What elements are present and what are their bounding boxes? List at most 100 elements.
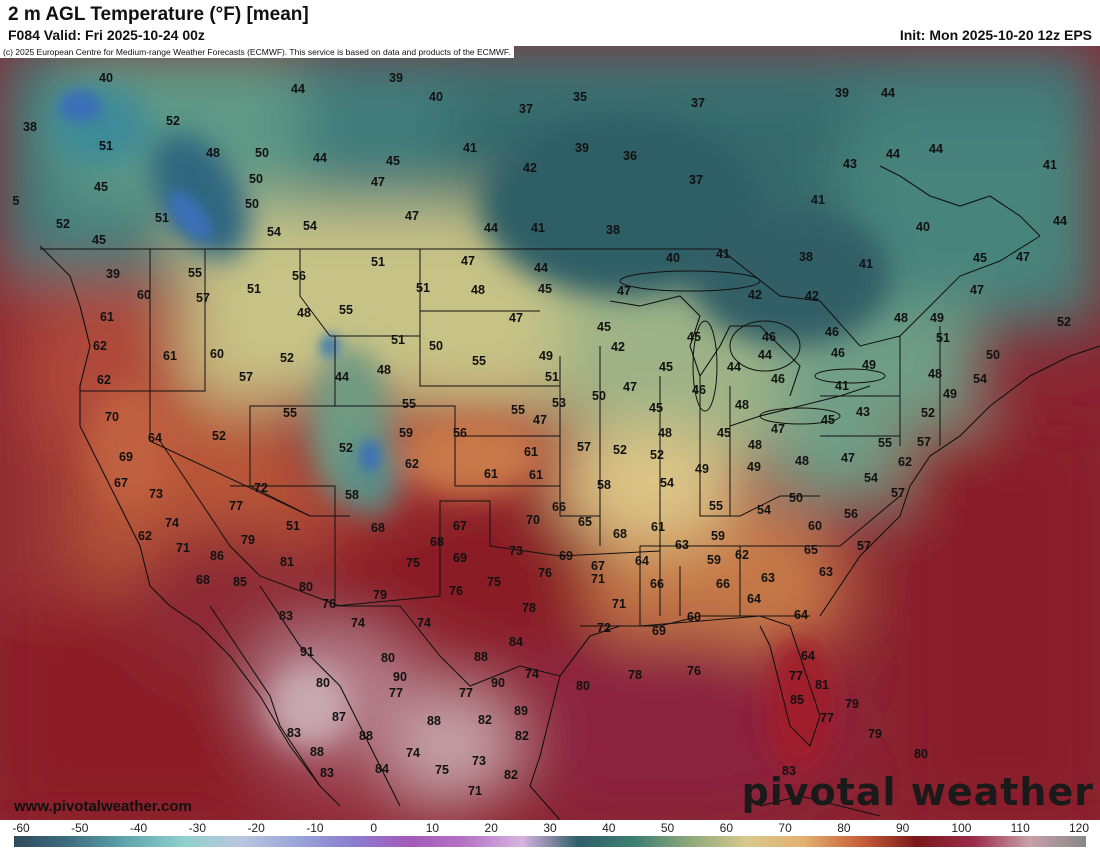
temperature-value-label: 45 — [821, 413, 835, 427]
color-legend: -60 -50 -40 -30 -20 -10 0 10 20 30 40 50 60 70 80 90 100… — [0, 820, 1100, 850]
temperature-value-label: 64 — [635, 554, 649, 568]
temperature-value-label: 55 — [709, 499, 723, 513]
temperature-value-label: 80 — [381, 651, 395, 665]
temperature-labels: 40 44 39 40 35 37 37 39 44 38 52 51 48 50 44 45 41 39 36 43… — [13, 71, 1071, 798]
temperature-value-label: 73 — [509, 544, 523, 558]
temperature-value-label: 46 — [762, 330, 776, 344]
temperature-value-label: 46 — [692, 383, 706, 397]
legend-tick-label: 110 — [1010, 821, 1030, 835]
temperature-value-label: 44 — [313, 151, 327, 165]
temperature-value-label: 76 — [449, 584, 463, 598]
temperature-value-label: 74 — [351, 616, 365, 630]
temperature-value-label: 74 — [406, 746, 420, 760]
temperature-value-label: 37 — [519, 102, 533, 116]
legend-tick-label: 40 — [602, 821, 616, 835]
temperature-value-label: 83 — [782, 764, 796, 778]
temperature-value-label: 51 — [371, 255, 385, 269]
map-title: 2 m AGL Temperature (°F) [mean] — [8, 4, 309, 25]
temperature-value-label: 83 — [279, 609, 293, 623]
temperature-value-label: 50 — [986, 348, 1000, 362]
legend-ticks: -60 -50 -40 -30 -20 -10 0 10 20 30 40 50 60 70 80 90 100… — [0, 821, 1100, 835]
temperature-value-label: 72 — [254, 481, 268, 495]
temperature-value-label: 55 — [511, 403, 525, 417]
legend-tick-label: 70 — [778, 821, 792, 835]
temperature-value-label: 48 — [658, 426, 672, 440]
temperature-value-label: 38 — [799, 250, 813, 264]
temperature-map[interactable]: 40 44 39 40 35 37 37 39 44 38 52 51 48 50 44 45 41 39 36 43… — [0, 46, 1100, 820]
temperature-value-label: 51 — [391, 333, 405, 347]
temperature-value-label: 79 — [845, 697, 859, 711]
temperature-value-label: 41 — [531, 221, 545, 235]
temperature-value-label: 89 — [514, 704, 528, 718]
temperature-value-label: 80 — [299, 580, 313, 594]
temperature-value-label: 91 — [300, 645, 314, 659]
temperature-value-label: 52 — [339, 441, 353, 455]
temperature-value-label: 58 — [345, 488, 359, 502]
temperature-value-label: 69 — [652, 624, 666, 638]
temperature-value-label: 45 — [386, 154, 400, 168]
temperature-value-label: 51 — [936, 331, 950, 345]
temperature-value-label: 55 — [878, 436, 892, 450]
temperature-value-label: 37 — [691, 96, 705, 110]
temperature-value-label: 47 — [461, 254, 475, 268]
temperature-value-label: 63 — [761, 571, 775, 585]
temperature-value-label: 68 — [371, 521, 385, 535]
temperature-value-label: 56 — [292, 269, 306, 283]
legend-tick-label: 30 — [543, 821, 557, 835]
temperature-value-label: 71 — [591, 572, 605, 586]
temperature-value-label: 88 — [359, 729, 373, 743]
temperature-value-label: 50 — [255, 146, 269, 160]
temperature-value-label: 61 — [651, 520, 665, 534]
temperature-value-label: 64 — [148, 431, 162, 445]
temperature-value-label: 51 — [155, 211, 169, 225]
temperature-value-label: 45 — [597, 320, 611, 334]
temperature-value-label: 62 — [405, 457, 419, 471]
temperature-value-label: 80 — [576, 679, 590, 693]
temperature-value-label: 47 — [970, 283, 984, 297]
temperature-value-label: 76 — [687, 664, 701, 678]
temperature-value-label: 46 — [771, 372, 785, 386]
temperature-value-label: 54 — [660, 476, 674, 490]
temperature-value-label: 44 — [534, 261, 548, 275]
temperature-value-label: 59 — [707, 553, 721, 567]
temperature-value-label: 45 — [94, 180, 108, 194]
temperature-value-label: 63 — [675, 538, 689, 552]
temperature-value-label: 39 — [575, 141, 589, 155]
temperature-value-label: 42 — [523, 161, 537, 175]
temperature-value-label: 80 — [914, 747, 928, 761]
temperature-value-label: 44 — [1053, 214, 1067, 228]
temperature-value-label: 66 — [650, 577, 664, 591]
temperature-value-label: 88 — [310, 745, 324, 759]
temperature-value-label: 42 — [805, 289, 819, 303]
temperature-value-label: 67 — [591, 559, 605, 573]
temperature-value-label: 88 — [474, 650, 488, 664]
temperature-value-label: 44 — [881, 86, 895, 100]
legend-bar — [14, 836, 1086, 847]
temperature-value-label: 47 — [405, 209, 419, 223]
map-canvas: 40 44 39 40 35 37 37 39 44 38 52 51 48 50 44 45 41 39 36 43… — [0, 46, 1100, 820]
temperature-value-label: 47 — [509, 311, 523, 325]
temperature-value-label: 43 — [856, 405, 870, 419]
temperature-value-label: 40 — [99, 71, 113, 85]
temperature-value-label: 46 — [831, 346, 845, 360]
temperature-value-label: 77 — [459, 686, 473, 700]
temperature-value-label: 47 — [371, 175, 385, 189]
legend-gradient — [14, 836, 1086, 847]
temperature-value-label: 58 — [597, 478, 611, 492]
temperature-value-label: 56 — [453, 426, 467, 440]
temperature-value-label: 82 — [504, 768, 518, 782]
temperature-value-label: 57 — [857, 539, 871, 553]
website-url[interactable]: www.pivotalweather.com — [14, 798, 192, 815]
temperature-value-label: 62 — [138, 529, 152, 543]
temperature-value-label: 61 — [100, 310, 114, 324]
temperature-value-label: 47 — [1016, 250, 1030, 264]
temperature-value-label: 52 — [212, 429, 226, 443]
temperature-value-label: 45 — [717, 426, 731, 440]
temperature-value-label: 78 — [522, 601, 536, 615]
temperature-value-label: 40 — [916, 220, 930, 234]
temperature-value-label: 65 — [578, 515, 592, 529]
temperature-value-label: 60 — [687, 610, 701, 624]
temperature-value-label: 48 — [735, 398, 749, 412]
temperature-value-label: 42 — [611, 340, 625, 354]
temperature-value-label: 50 — [789, 491, 803, 505]
